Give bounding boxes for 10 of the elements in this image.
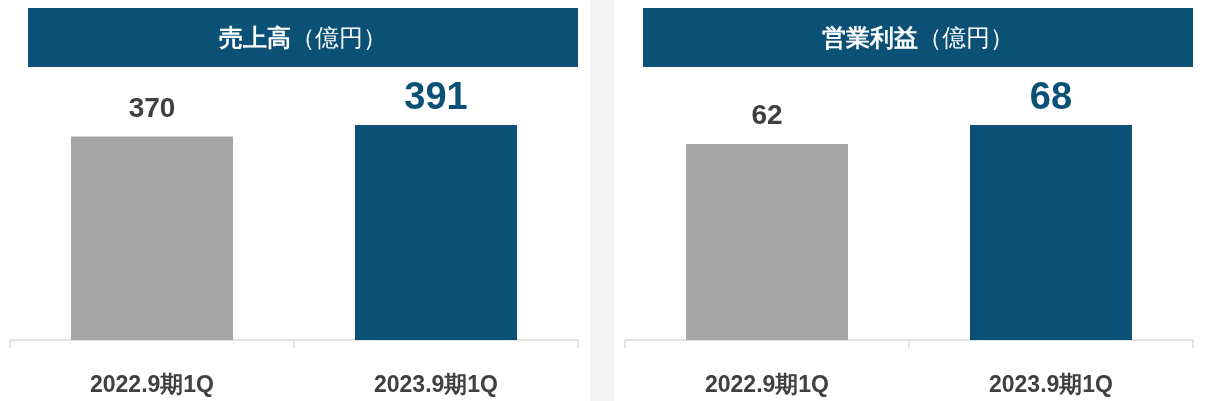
data-label: 391 (404, 75, 468, 117)
chart-title: 営業利益（億円） (822, 24, 1014, 51)
data-label: 62 (751, 98, 783, 130)
x-tick-label: 2023.9期1Q (373, 371, 499, 397)
x-tick-label: 2022.9期1Q (704, 371, 830, 397)
chart-title: 売上高（億円） (219, 24, 387, 51)
data-label: 370 (128, 91, 176, 123)
data-label: 68 (1029, 75, 1073, 117)
x-tick-label: 2023.9期1Q (988, 371, 1114, 397)
x-tick-label: 2022.9期1Q (89, 371, 215, 397)
